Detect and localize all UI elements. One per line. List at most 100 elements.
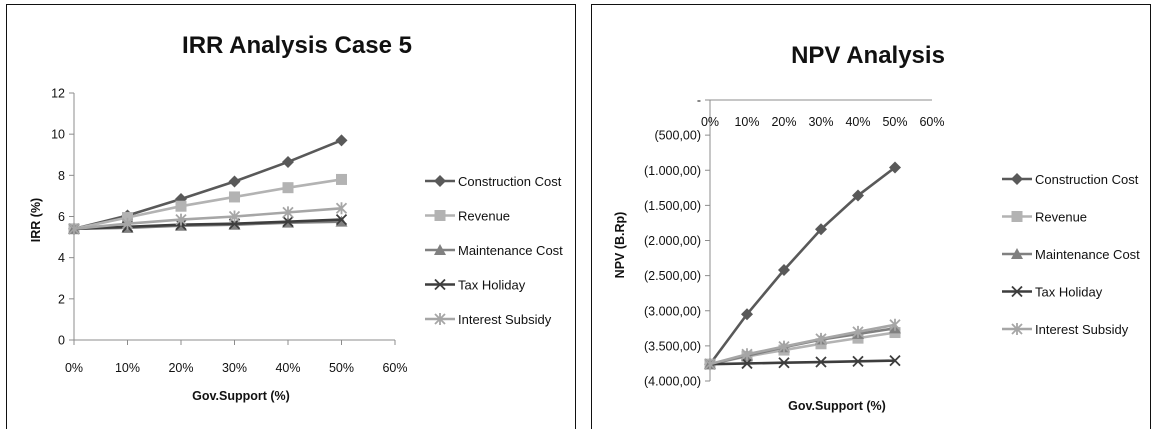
y-tick-label: 4: [58, 251, 65, 265]
data-point-interest-subsidy: [68, 222, 80, 235]
legend-item-maintenance-cost: Maintenance Cost: [1002, 247, 1140, 262]
data-point-revenue: [122, 212, 133, 224]
legend-label: Tax Holiday: [458, 278, 526, 293]
y-tick-label: (4.000,00): [644, 375, 701, 389]
data-point-tax-holiday: [852, 355, 864, 367]
data-point-construction-cost: [815, 223, 827, 236]
legend-item-construction-cost: Construction Cost: [1002, 172, 1139, 187]
data-point-construction-cost: [852, 189, 864, 202]
x-tick-label: 0%: [65, 361, 83, 375]
series-interest-subsidy: [704, 318, 901, 371]
npv-plot-area: - (500,00) (1.000,00) (1.500,00) (2.000,00) (…: [644, 94, 945, 389]
series-line-construction-cost: [73, 139, 342, 231]
irr-series-group: [68, 134, 348, 235]
data-point-interest-subsidy: [815, 332, 827, 345]
y-tick-label: (1.500,00): [644, 199, 701, 213]
y-tick-label: (2.500,00): [644, 269, 701, 283]
npv-x-axis-title: Gov.Support (%): [788, 399, 886, 413]
data-point-construction-cost: [335, 134, 348, 147]
y-tick-label: (1.000,00): [644, 164, 701, 178]
y-tick-label: (500,00): [654, 129, 701, 143]
legend-marker: [1011, 211, 1023, 222]
data-point-interest-subsidy: [741, 348, 753, 361]
y-tick-label: 0: [58, 334, 65, 348]
legend-marker: [434, 210, 446, 221]
irr-chart-panel: IRR Analysis Case 5 0 2 4 6 8 10 12 0% 10% 20% 30%…: [6, 4, 576, 429]
npv-y-axis-title: NPV (B.Rp): [613, 212, 627, 279]
y-tick-label: 2: [58, 292, 65, 306]
legend-label: Maintenance Cost: [1035, 247, 1140, 262]
npv-legend: Construction Cost Revenue Maintenance Cost…: [1002, 172, 1140, 337]
data-point-interest-subsidy: [228, 210, 241, 223]
data-point-revenue: [229, 191, 240, 203]
npv-chart-title: NPV Analysis: [791, 42, 945, 69]
legend-marker: [434, 278, 446, 291]
data-point-construction-cost: [741, 308, 753, 321]
data-point-interest-subsidy: [175, 213, 187, 226]
y-tick-label: -: [697, 94, 701, 108]
npv-chart-panel: NPV Analysis - (500,00) (1.000,00) (1.500,0…: [591, 4, 1151, 429]
x-tick-label: 0%: [701, 115, 719, 129]
series-line-tax-holiday: [709, 359, 896, 366]
legend-label: Tax Holiday: [1035, 285, 1103, 300]
npv-series-group: [704, 161, 901, 371]
legend-label: Construction Cost: [1035, 172, 1139, 187]
legend-item-tax-holiday: Tax Holiday: [1002, 285, 1103, 300]
y-tick-label: 8: [58, 169, 65, 183]
legend-item-tax-holiday: Tax Holiday: [425, 278, 526, 293]
y-tick-label: 6: [58, 210, 65, 224]
data-point-interest-subsidy: [889, 318, 901, 331]
irr-y-axis-title: IRR (%): [29, 198, 43, 242]
npv-chart: NPV Analysis - (500,00) (1.000,00) (1.500,0…: [613, 42, 1140, 413]
x-tick-label: 20%: [771, 115, 796, 129]
x-tick-label: 60%: [382, 361, 407, 375]
legend-marker: [434, 244, 446, 255]
legend-label: Construction Cost: [458, 174, 562, 189]
data-point-construction-cost: [228, 175, 241, 188]
data-point-revenue: [175, 200, 187, 212]
data-point-interest-subsidy: [282, 206, 294, 219]
irr-plot-area: 0 2 4 6 8 10 12 0% 10% 20% 30% 40% 50% 60%: [51, 87, 407, 376]
series-line-construction-cost: [708, 166, 896, 365]
legend-marker: [434, 175, 446, 187]
legend-item-interest-subsidy: Interest Subsidy: [425, 312, 552, 327]
x-tick-label: 50%: [329, 361, 354, 375]
x-tick-label: 40%: [275, 361, 300, 375]
legend-item-interest-subsidy: Interest Subsidy: [1002, 322, 1129, 337]
data-point-interest-subsidy: [335, 202, 348, 215]
legend-marker: [1011, 248, 1023, 259]
irr-legend: Construction Cost Revenue Maintenance Cost…: [425, 174, 563, 327]
y-tick-label: (3.500,00): [644, 339, 701, 353]
series-line-interest-subsidy: [73, 206, 342, 231]
data-point-tax-holiday: [778, 357, 790, 369]
series-interest-subsidy: [68, 202, 348, 235]
series-construction-cost: [704, 161, 901, 371]
x-tick-label: 30%: [808, 115, 833, 129]
x-tick-label: 40%: [845, 115, 870, 129]
x-tick-label: 30%: [222, 361, 247, 375]
x-tick-label: 50%: [882, 115, 907, 129]
legend-label: Revenue: [458, 209, 510, 224]
series-line-revenue: [709, 331, 896, 366]
data-point-interest-subsidy: [852, 325, 864, 338]
legend-item-construction-cost: Construction Cost: [425, 174, 562, 189]
series-line-interest-subsidy: [709, 323, 896, 366]
legend-label: Revenue: [1035, 210, 1087, 225]
series-line-tax-holiday: [73, 218, 342, 231]
irr-x-axis-title: Gov.Support (%): [192, 389, 290, 403]
data-point-tax-holiday: [282, 216, 294, 228]
data-point-interest-subsidy: [121, 217, 134, 230]
data-point-construction-cost: [282, 155, 294, 168]
data-point-revenue: [336, 173, 347, 185]
legend-label: Interest Subsidy: [458, 312, 552, 327]
x-tick-label: 10%: [115, 361, 140, 375]
legend-item-revenue: Revenue: [425, 209, 510, 224]
data-point-construction-cost: [889, 161, 901, 174]
series-line-revenue: [73, 178, 342, 231]
data-point-maintenance-cost: [335, 215, 348, 227]
legend-marker: [1011, 323, 1023, 335]
data-point-construction-cost: [778, 264, 790, 277]
irr-chart-title: IRR Analysis Case 5: [182, 32, 412, 59]
y-tick-label: 10: [51, 128, 65, 142]
y-tick-label: (3.000,00): [644, 304, 701, 318]
